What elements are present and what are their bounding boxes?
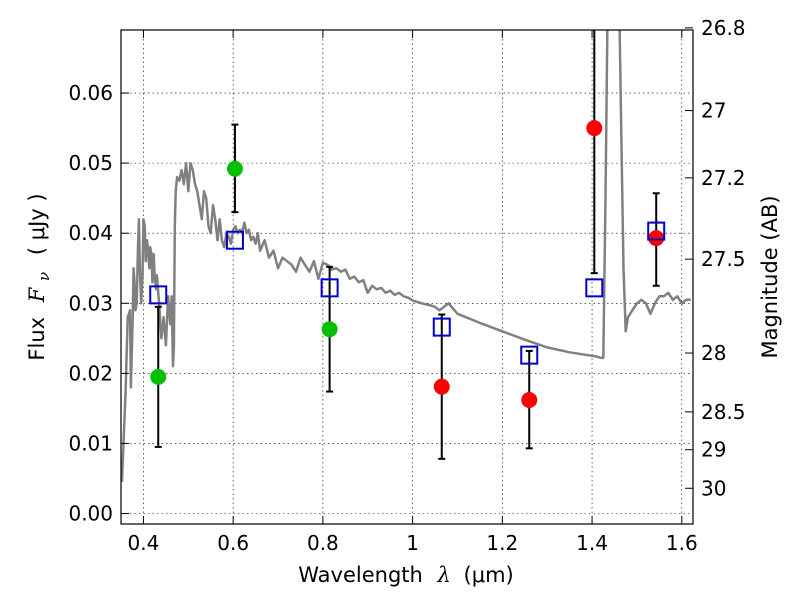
errorbar-layer: [149, 30, 666, 460]
y-tick-label: 0.03: [68, 291, 113, 315]
x-tick-label: 0.6: [217, 531, 249, 555]
observed-red-marker: [433, 378, 450, 395]
y-tick-label: 0.00: [68, 501, 113, 525]
model-photometry-marker: [320, 278, 339, 298]
y-tick-label: 0.06: [68, 81, 113, 105]
plot-frame: [120, 29, 694, 525]
observed-green-marker: [150, 368, 167, 385]
x-axis-label: Wavelength: [298, 563, 423, 587]
data-layer: [121, 30, 691, 483]
y2-tick-label: 27.2: [701, 166, 746, 190]
y2-tick-label: 26.8: [701, 16, 746, 40]
y2-tick-label: 28: [701, 341, 726, 365]
observed-red-marker: [521, 391, 538, 408]
x-tick-label: 1.4: [576, 531, 608, 555]
model-photometry-marker: [585, 278, 604, 298]
x-axis-title: Wavelength λ (μm): [298, 563, 513, 587]
y2-tick-label: 29: [701, 438, 726, 462]
y-axis-subscript: ν: [35, 272, 53, 281]
y2-tick-label: 30: [701, 476, 726, 500]
x-axis-unit: (μm): [464, 563, 514, 587]
y2-axis-title: Magnitude (AB): [758, 195, 782, 358]
model-photometry-marker: [149, 285, 168, 305]
y2-tick-label: 27: [701, 99, 726, 123]
model-photometry-marker: [225, 230, 244, 250]
y-axis-label: Flux: [25, 317, 49, 361]
plot-background: [121, 30, 693, 524]
model-photometry-marker: [432, 317, 451, 337]
model-photometry-marker: [647, 221, 666, 241]
y2-tick-label: 28.5: [701, 400, 746, 424]
observed-green-marker: [321, 321, 338, 338]
y2-tick-label: 27.5: [701, 247, 746, 271]
observed-red-marker: [648, 230, 665, 247]
y-tick-label: 0.02: [68, 361, 113, 385]
x-axis-symbol: λ: [437, 563, 451, 587]
x-tick-label: 1: [406, 531, 419, 555]
ticks: 0.4 0.6 0.8 1 1.2 1.4 1.6 0.00 0.01 0.02 0.03 0.04 0…: [68, 16, 745, 555]
y-tick-label: 0.04: [68, 221, 113, 245]
y-tick-label: 0.05: [68, 151, 113, 175]
y-axis-unit: ( μJy ): [25, 193, 49, 255]
y-axis-symbol: F: [25, 286, 49, 303]
model-photometry-marker: [520, 345, 539, 365]
x-tick-label: 0.4: [128, 531, 160, 555]
observed-green-marker: [226, 160, 243, 177]
model-spectrum-line: [121, 30, 691, 483]
x-tick-label: 1.2: [486, 531, 518, 555]
observed-red-marker: [586, 120, 603, 137]
grid: [121, 30, 693, 524]
x-tick-label: 0.8: [307, 531, 339, 555]
y-axis-title: Flux F ν ( μJy ): [25, 193, 54, 360]
y-tick-label: 0.01: [68, 431, 113, 455]
x-tick-label: 1.6: [666, 531, 698, 555]
